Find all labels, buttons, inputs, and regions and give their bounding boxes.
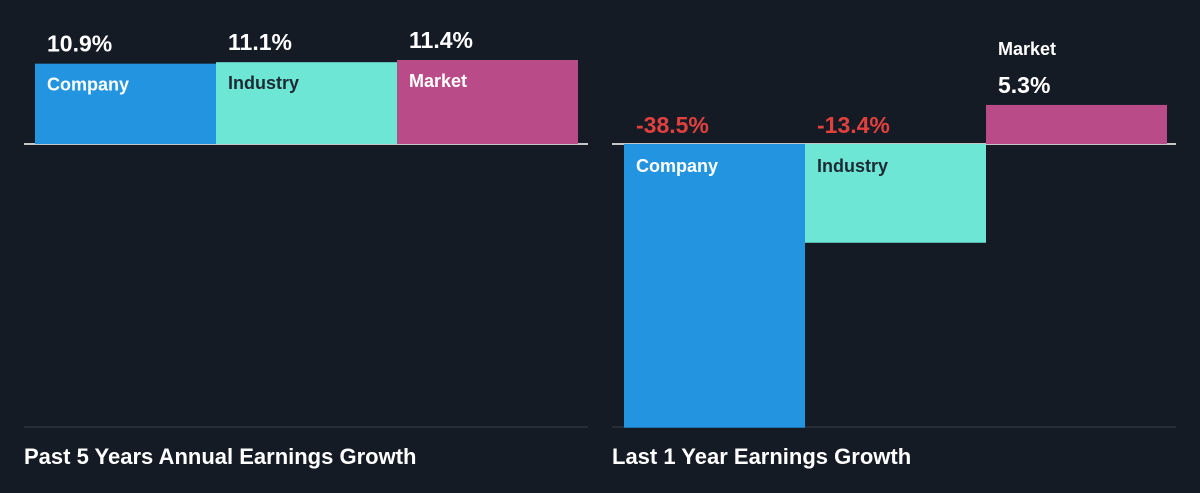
category-label-company: Company: [47, 75, 129, 95]
category-label-industry: Industry: [228, 73, 299, 93]
bar-market: [986, 104, 1167, 144]
bars-group: -38.5% Company -13.4% Industry 5.3% Market: [624, 39, 1167, 428]
value-label-company: 10.9%: [47, 31, 112, 57]
category-label-company: Company: [636, 156, 718, 176]
category-label-industry: Industry: [817, 156, 888, 176]
bar-company: [624, 144, 805, 428]
bars-group: 10.9% Company 11.1% Industry 11.4% Market: [35, 27, 578, 145]
value-label-industry: 11.1%: [228, 29, 292, 55]
bar-market: [397, 59, 578, 145]
value-label-market: 11.4%: [409, 27, 473, 53]
chart-title: Past 5 Years Annual Earnings Growth: [24, 444, 416, 469]
category-label-market: Market: [409, 71, 467, 91]
bar-industry: [805, 144, 986, 243]
value-label-market: 5.3%: [998, 72, 1050, 98]
bar-company: [35, 63, 216, 144]
value-label-company: -38.5%: [636, 112, 709, 138]
value-label-industry: -13.4%: [817, 112, 890, 138]
last-1-year-panel: -38.5% Company -13.4% Industry 5.3% Market La…: [612, 39, 1176, 469]
bar-industry: [216, 62, 397, 144]
past-5-years-panel: 10.9% Company 11.1% Industry 11.4% Market Pas…: [24, 27, 588, 469]
chart-title: Last 1 Year Earnings Growth: [612, 444, 911, 469]
category-label-market: Market: [998, 39, 1056, 59]
